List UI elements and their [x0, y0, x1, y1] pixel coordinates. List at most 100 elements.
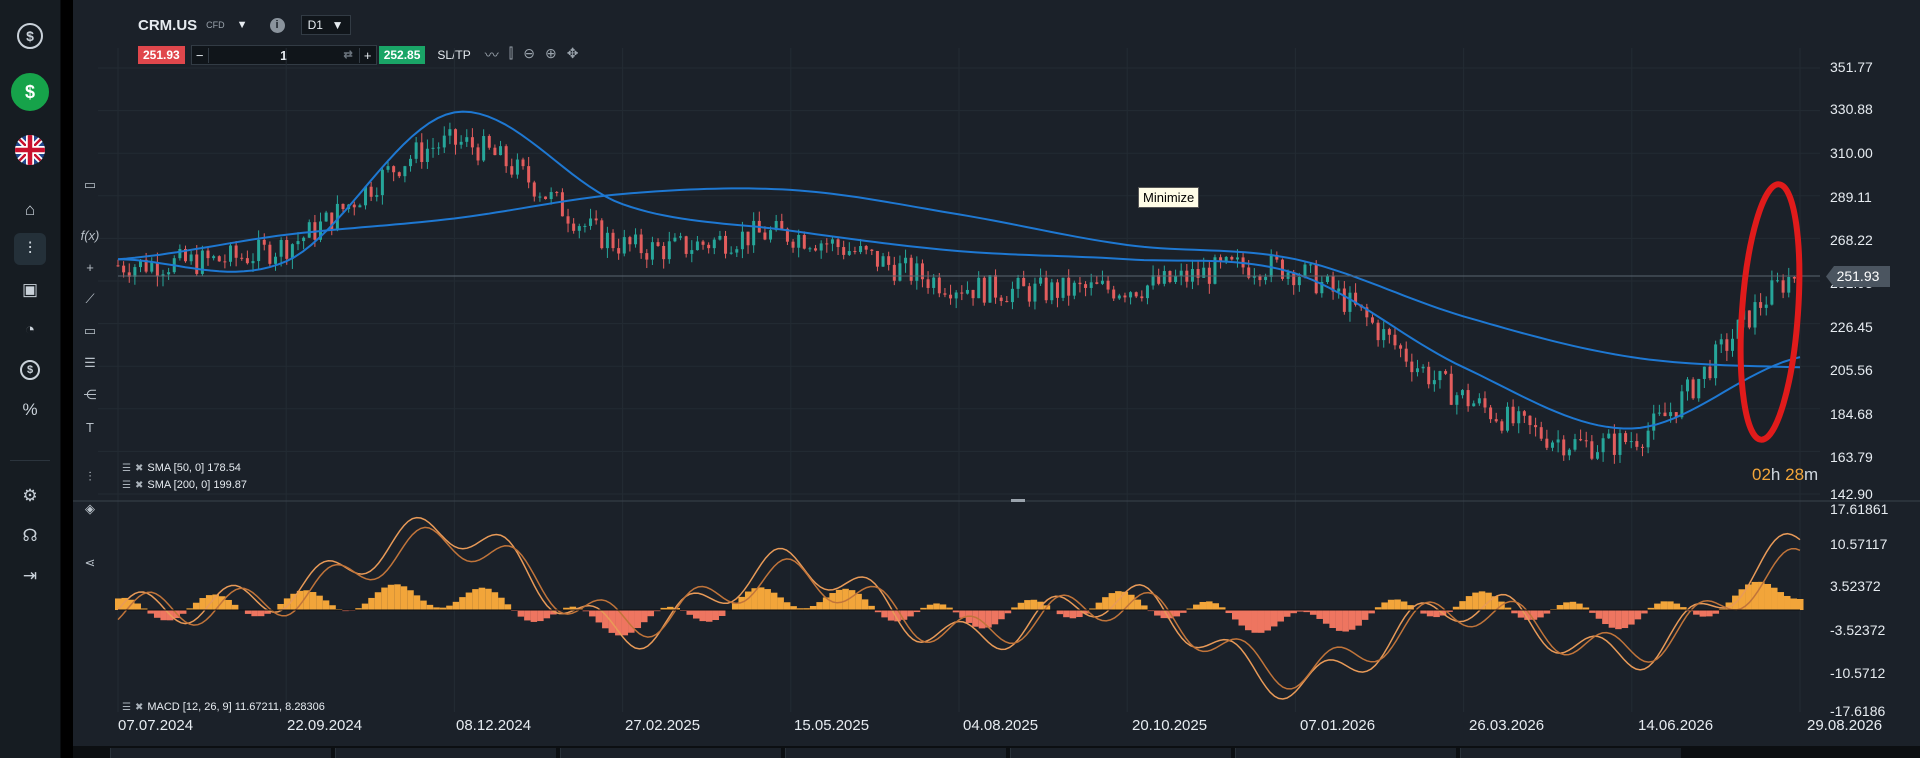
bottom-tabs — [73, 746, 1920, 758]
bottom-tab[interactable] — [560, 748, 781, 758]
trading-chart-icon[interactable]: ⫶ — [14, 233, 46, 265]
info-icon[interactable]: i — [269, 17, 285, 33]
currency-icon[interactable]: $ — [14, 20, 46, 52]
deposit-icon[interactable]: $ — [10, 72, 50, 112]
chevron-down-icon[interactable]: ▼ — [236, 19, 248, 31]
buy-button[interactable]: 252.85 — [378, 46, 426, 64]
quantity-input[interactable]: 1 ⇄ — [207, 47, 360, 63]
indicators-icon[interactable]: ⫶ — [88, 469, 92, 484]
date-tick: 29.08.2026 — [1807, 717, 1883, 734]
date-tick: 07.07.2024 — [118, 717, 194, 734]
percent-icon[interactable]: % — [22, 400, 38, 419]
date-tick: 04.08.2025 — [963, 717, 1039, 734]
crosshair-plus-icon[interactable]: + — [86, 259, 94, 275]
news-icon[interactable]: ▣ — [21, 280, 39, 299]
date-tick: 07.01.2026 — [1300, 717, 1376, 734]
chart-tools: 〰 ⫿ ⊖ ⊕ ✥ — [485, 45, 579, 65]
instrument-type: CFD — [206, 20, 225, 30]
pitchfork-icon[interactable]: ⋲ — [83, 387, 97, 402]
macd-tick: -3.52372 — [1830, 622, 1886, 638]
move-icon[interactable]: ✥ — [566, 45, 579, 61]
price-tick: 289.11 — [1830, 189, 1872, 205]
price-tick: 226.45 — [1830, 319, 1873, 335]
bottom-tab[interactable] — [335, 748, 556, 758]
settings-icon[interactable]: ☰ — [122, 479, 131, 491]
date-tick: 20.10.2025 — [1132, 717, 1208, 734]
close-icon[interactable]: ✖ — [134, 701, 144, 713]
chevron-down-icon: ▼ — [331, 18, 344, 32]
price-tick: 351.77 — [1830, 59, 1873, 75]
sma200-label: SMA [200, 0] 199.87 — [147, 479, 248, 491]
symbol-name[interactable]: CRM.US — [138, 16, 198, 34]
price-tick: 268.22 — [1830, 232, 1873, 248]
close-icon[interactable]: ✖ — [134, 462, 144, 474]
macd-tick: -10.5712 — [1830, 665, 1886, 681]
date-tick: 26.03.2026 — [1469, 717, 1545, 734]
trendline-icon[interactable]: ⟋ — [85, 291, 95, 306]
date-tick: 14.06.2026 — [1638, 717, 1714, 734]
candlestick-icon[interactable]: ⫿ — [508, 45, 514, 61]
price-tick: 184.68 — [1830, 406, 1873, 422]
zoom-in-icon[interactable]: ⊕ — [544, 45, 557, 61]
macd-tick: 17.61861 — [1830, 501, 1889, 517]
bottom-tab[interactable] — [1010, 748, 1231, 758]
settings-icon[interactable]: ☰ — [122, 701, 131, 713]
macd-tick: 3.52372 — [1830, 578, 1881, 594]
piggy-bank-icon[interactable]: ◔ — [24, 320, 36, 339]
screen-icon[interactable]: ▭ — [83, 177, 97, 192]
sell-button[interactable]: 251.93 — [138, 46, 185, 64]
settings-gear-icon[interactable]: ⚙ — [22, 486, 38, 505]
bottom-tab[interactable] — [110, 748, 331, 758]
sma50-label: SMA [50, 0] 178.54 — [147, 462, 241, 474]
bottom-tab[interactable] — [1235, 748, 1456, 758]
share-icon[interactable]: ⋖ — [84, 555, 96, 570]
fibonacci-icon[interactable]: ☰ — [84, 355, 96, 370]
countdown-minutes: 28 — [1785, 465, 1805, 484]
price-tick: 142.90 — [1830, 486, 1873, 502]
countdown-hours: 02 — [1752, 465, 1771, 484]
chart-panel[interactable] — [73, 0, 1920, 758]
rail-divider — [10, 460, 50, 461]
bottom-tab[interactable] — [1460, 748, 1681, 758]
logout-icon[interactable]: ⇥ — [22, 566, 38, 585]
candle-countdown: 02h 28m — [1752, 465, 1818, 485]
quantity-stepper[interactable]: − 1 ⇄ + — [190, 45, 377, 65]
date-tick: 22.09.2024 — [287, 717, 363, 734]
nav-rail: $ $ ⌂ ⫶ ▣ ◔ $ % ⚙ ☊ ⇥ — [0, 0, 61, 758]
macd-legend: ☰ ✖ MACD [12, 26, 9] 11.67211, 8.28306 — [122, 701, 325, 713]
uk-flag-icon[interactable] — [14, 134, 46, 166]
rectangle-icon[interactable]: ▭ — [83, 323, 97, 338]
dollar-circle-icon[interactable]: $ — [14, 354, 46, 386]
text-tool-icon[interactable]: T — [86, 419, 94, 435]
price-tick: 330.88 — [1830, 101, 1873, 117]
price-tick: 163.79 — [1830, 449, 1873, 465]
date-tick: 15.05.2025 — [794, 717, 870, 734]
reset-icon[interactable]: ⇄ — [343, 48, 353, 61]
line-chart-icon[interactable]: 〰 — [484, 47, 499, 63]
chart-header: CRM.US CFD ▼ i D1 ▼ — [138, 14, 351, 36]
drawing-toolbar: ▭ f(x) + ⟋ ▭ ☰ ⋲ T ⫶ ◈ ⋖ — [73, 160, 107, 580]
close-icon[interactable]: ✖ — [134, 479, 144, 491]
bottom-tab[interactable] — [785, 748, 1006, 758]
settings-icon[interactable]: ☰ — [122, 462, 131, 474]
zoom-out-icon[interactable]: ⊖ — [523, 45, 535, 61]
countdown-hours-unit: h — [1770, 465, 1781, 484]
decrease-button[interactable]: − — [195, 47, 204, 63]
function-icon[interactable]: f(x) — [80, 227, 100, 243]
quantity-value: 1 — [280, 47, 288, 63]
layers-icon[interactable]: ◈ — [85, 501, 95, 516]
timeframe-select[interactable]: D1 ▼ — [300, 15, 351, 35]
home-icon[interactable]: ⌂ — [24, 200, 36, 219]
macd-label: MACD [12, 26, 9] 11.67211, 8.28306 — [147, 701, 325, 713]
increase-button[interactable]: + — [363, 47, 372, 63]
timeframe-value: D1 — [307, 18, 323, 32]
date-tick: 27.02.2025 — [625, 717, 701, 734]
macd-tick: 10.57117 — [1830, 536, 1888, 552]
sltp-button[interactable]: SL/TP — [437, 48, 471, 62]
minimize-tooltip: Minimize — [1138, 187, 1200, 208]
price-tick: 205.56 — [1830, 362, 1873, 378]
headset-support-icon[interactable]: ☊ — [22, 526, 38, 545]
sma200-legend: ☰ ✖ SMA [200, 0] 199.87 — [122, 479, 247, 491]
current-price-tag: 251.93 — [1826, 266, 1890, 287]
macd-tick: -17.6186 — [1830, 703, 1886, 719]
